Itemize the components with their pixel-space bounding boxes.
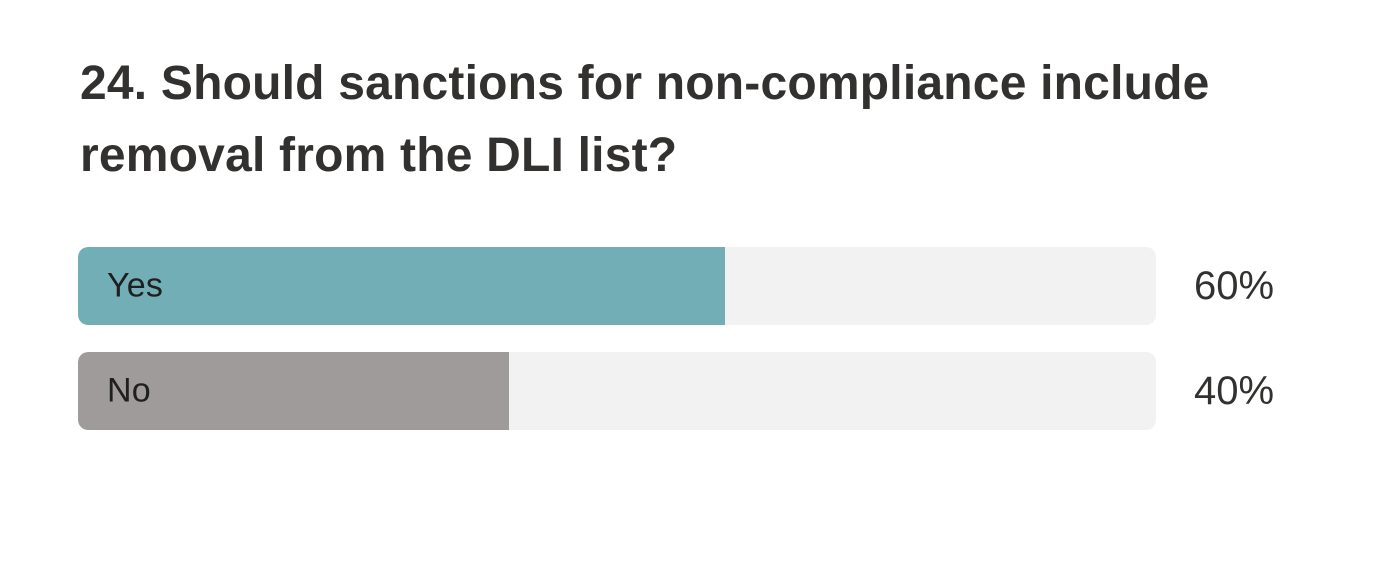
bar-fill-yes (78, 247, 725, 325)
question-title-line-1: 24. Should sanctions for non-compliance … (80, 57, 1210, 110)
percent-label-no: 40% (1194, 368, 1275, 413)
percent-label-yes: 60% (1194, 263, 1275, 308)
question-title: 24. Should sanctions for non-compliance … (80, 48, 1310, 192)
question-title-line-2: removal from the DLI list? (80, 129, 678, 182)
bar-fill-no (78, 352, 510, 430)
answer-row-yes: Yes 60% (78, 247, 1274, 325)
answer-label-yes: Yes (107, 266, 164, 305)
answer-row-no: No 40% (78, 352, 1274, 430)
bar-track-no: No (78, 352, 1156, 430)
bar-track-yes: Yes (78, 247, 1156, 325)
answer-label-no: No (107, 371, 151, 410)
